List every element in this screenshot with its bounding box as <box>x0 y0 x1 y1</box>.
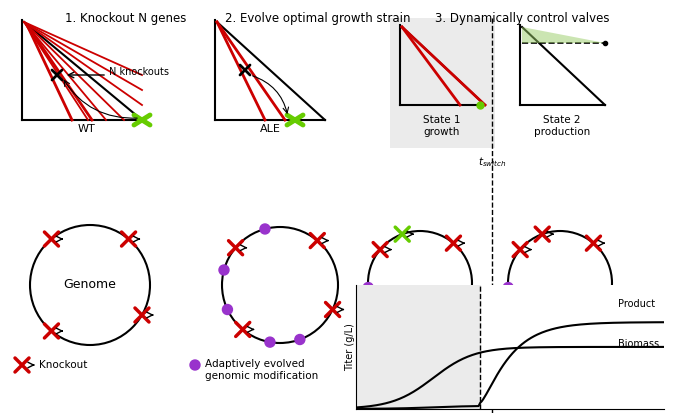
Text: 3. Dynamically control valves: 3. Dynamically control valves <box>435 12 610 25</box>
Text: 1. Knockout N genes: 1. Knockout N genes <box>65 12 186 25</box>
Text: Biomass: Biomass <box>618 339 660 349</box>
Text: State 1
growth: State 1 growth <box>423 115 461 137</box>
Circle shape <box>223 304 232 315</box>
Text: N knockouts: N knockouts <box>109 67 169 77</box>
Text: Valve: Valve <box>507 360 538 370</box>
Text: Knockout: Knockout <box>39 360 88 370</box>
Polygon shape <box>522 27 605 43</box>
Text: WT: WT <box>78 124 96 134</box>
Circle shape <box>546 329 556 339</box>
Circle shape <box>406 329 416 339</box>
Text: Adaptively evolved
genomic modification: Adaptively evolved genomic modification <box>205 359 319 381</box>
Circle shape <box>363 282 373 292</box>
Text: Product: Product <box>618 299 656 309</box>
Text: OFF: OFF <box>535 360 555 370</box>
Circle shape <box>265 337 275 347</box>
Circle shape <box>219 265 229 275</box>
Text: ON: ON <box>410 360 426 370</box>
FancyBboxPatch shape <box>390 18 495 148</box>
Text: $t_{switch}$: $t_{switch}$ <box>477 155 506 169</box>
Circle shape <box>433 327 443 337</box>
Circle shape <box>190 360 200 370</box>
Text: Valve: Valve <box>382 360 414 370</box>
Y-axis label: Titer (g/L): Titer (g/L) <box>345 323 355 371</box>
Circle shape <box>295 335 305 344</box>
Text: $t_{switch}$: $t_{switch}$ <box>477 335 506 349</box>
Text: ALE: ALE <box>260 124 280 134</box>
Bar <box>356 285 479 409</box>
Circle shape <box>573 327 583 337</box>
Circle shape <box>260 224 270 234</box>
Text: 2. Evolve optimal growth strain: 2. Evolve optimal growth strain <box>225 12 410 25</box>
Circle shape <box>503 282 513 292</box>
Text: Genome: Genome <box>64 278 116 292</box>
Text: State 2
production: State 2 production <box>534 115 590 137</box>
